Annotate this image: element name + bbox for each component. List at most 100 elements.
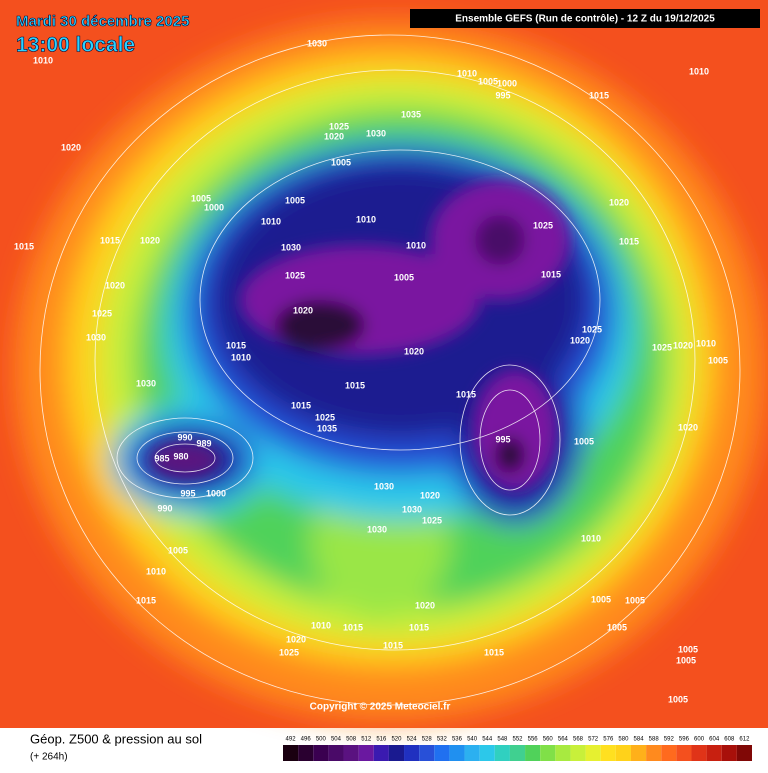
- isobar-label: 1010: [406, 240, 426, 250]
- isobar-label: 1010: [696, 338, 716, 348]
- scale-tick-label: 556: [528, 737, 539, 743]
- isobar-label: 980: [173, 451, 188, 461]
- isobar-label: 1015: [345, 380, 365, 390]
- isobar-label: 1020: [609, 197, 629, 207]
- isobar-label: 1010: [356, 214, 376, 224]
- isobar-label: 1015: [100, 235, 120, 245]
- isobar-label: 1005: [678, 644, 698, 654]
- caption: Géop. Z500 & pression au sol: [30, 731, 202, 746]
- isobar-label: 1015: [409, 622, 429, 632]
- scale-swatch: [585, 745, 601, 761]
- isobar-label: 1015: [541, 269, 561, 279]
- isobar-label: 1035: [401, 109, 421, 119]
- scale-swatch: [328, 745, 344, 761]
- isobar-label: 1020: [415, 600, 435, 610]
- isobar-label: 1010: [146, 566, 166, 576]
- isobar-label: 1010: [261, 216, 281, 226]
- isobar-label: 1005: [191, 193, 211, 203]
- isobar-label: 1005: [394, 272, 414, 282]
- scale-swatch: [298, 745, 314, 761]
- isobar-label: 1015: [619, 236, 639, 246]
- scale-tick-label: 520: [391, 737, 402, 743]
- isobar-label: 1010: [33, 55, 53, 65]
- isobar-label: 1005: [668, 694, 688, 704]
- scale-tick-label: 496: [301, 737, 312, 743]
- scale-tick-label: 492: [286, 737, 297, 743]
- isobar-label: 1030: [136, 378, 156, 388]
- isobar-label: 1005: [168, 545, 188, 555]
- isobar-label: 1030: [307, 38, 327, 48]
- scale-swatch: [661, 745, 677, 761]
- scale-swatch: [736, 745, 752, 761]
- scale-swatch: [525, 745, 541, 761]
- isobar-label: 985: [154, 453, 169, 463]
- isobar-label: 1020: [324, 131, 344, 141]
- isobar-label: 1020: [678, 422, 698, 432]
- scale-tick-label: 584: [634, 737, 645, 743]
- isobar-label: 1020: [404, 346, 424, 356]
- scale-swatch: [373, 745, 389, 761]
- map-date: Mardi 30 décembre 2025: [16, 13, 189, 30]
- isobar-label: 1005: [676, 655, 696, 665]
- map-background: [0, 0, 768, 728]
- scale-tick-label: 608: [724, 737, 735, 743]
- isobar-label: 1015: [589, 90, 609, 100]
- isobar-label: 1000: [206, 488, 226, 498]
- scale-swatch: [706, 745, 722, 761]
- isobar-label: 1015: [291, 400, 311, 410]
- isobar-label: 995: [495, 434, 510, 444]
- scale-swatch: [388, 745, 405, 761]
- isobar-label: 1020: [570, 335, 590, 345]
- scale-tick-label: 508: [346, 737, 357, 743]
- scale-swatch: [313, 745, 329, 761]
- scale-swatch: [509, 745, 526, 761]
- scale-swatch: [479, 745, 495, 761]
- isobar-label: 1025: [652, 342, 672, 352]
- scale-tick-label: 516: [376, 737, 387, 743]
- scale-swatch: [646, 745, 662, 761]
- isobar-label: 995: [495, 90, 510, 100]
- isobar-label: 1015: [226, 340, 246, 350]
- isobar-label: 1020: [105, 280, 125, 290]
- isobar-label: 1025: [422, 515, 442, 525]
- map-time: 13:00 locale: [16, 34, 135, 57]
- isobar-label: 1030: [86, 332, 106, 342]
- isobar-label: 1005: [285, 195, 305, 205]
- isobar-label: 1000: [497, 78, 517, 88]
- copyright: Copyright © 2025 Meteociel.fr: [310, 702, 451, 713]
- isobar-label: 1030: [402, 504, 422, 514]
- scale-tick-label: 504: [331, 737, 342, 743]
- scale-tick-label: 588: [649, 737, 660, 743]
- isobar-label: 1025: [285, 270, 305, 280]
- isobar-label: 1005: [591, 594, 611, 604]
- scale-tick-label: 572: [588, 737, 599, 743]
- scale-swatch: [434, 745, 450, 761]
- scale-tick-label: 548: [497, 737, 508, 743]
- scale-swatch: [494, 745, 510, 761]
- isobar-label: 995: [180, 488, 195, 498]
- scale-swatch: [540, 745, 556, 761]
- isobar-label: 1025: [279, 647, 299, 657]
- isobar-label: 1015: [484, 647, 504, 657]
- scale-tick-label: 512: [361, 737, 372, 743]
- isobar-label: 1000: [204, 202, 224, 212]
- scale-swatch: [615, 745, 631, 761]
- scale-tick-label: 500: [316, 737, 327, 743]
- scale-tick-label: 568: [573, 737, 584, 743]
- run-info: Ensemble GEFS (Run de contrôle) - 12 Z d…: [455, 14, 715, 25]
- isobar-label: 1005: [331, 157, 351, 167]
- isobar-label: 1005: [478, 76, 498, 86]
- run-info-box: [410, 9, 760, 28]
- scale-tick-label: 540: [467, 737, 478, 743]
- scale-swatch: [676, 745, 692, 761]
- isobar-label: 1005: [625, 595, 645, 605]
- scale-tick-label: 580: [618, 737, 629, 743]
- scale-swatch: [419, 745, 435, 761]
- scale-tick-label: 544: [482, 737, 493, 743]
- scale-tick-label: 536: [452, 737, 463, 743]
- scale-tick-label: 524: [407, 737, 418, 743]
- isobar-label: 1030: [366, 128, 386, 138]
- isobar-label: 1010: [689, 66, 709, 76]
- isobar-label: 1020: [140, 235, 160, 245]
- isobar-label: 1020: [61, 142, 81, 152]
